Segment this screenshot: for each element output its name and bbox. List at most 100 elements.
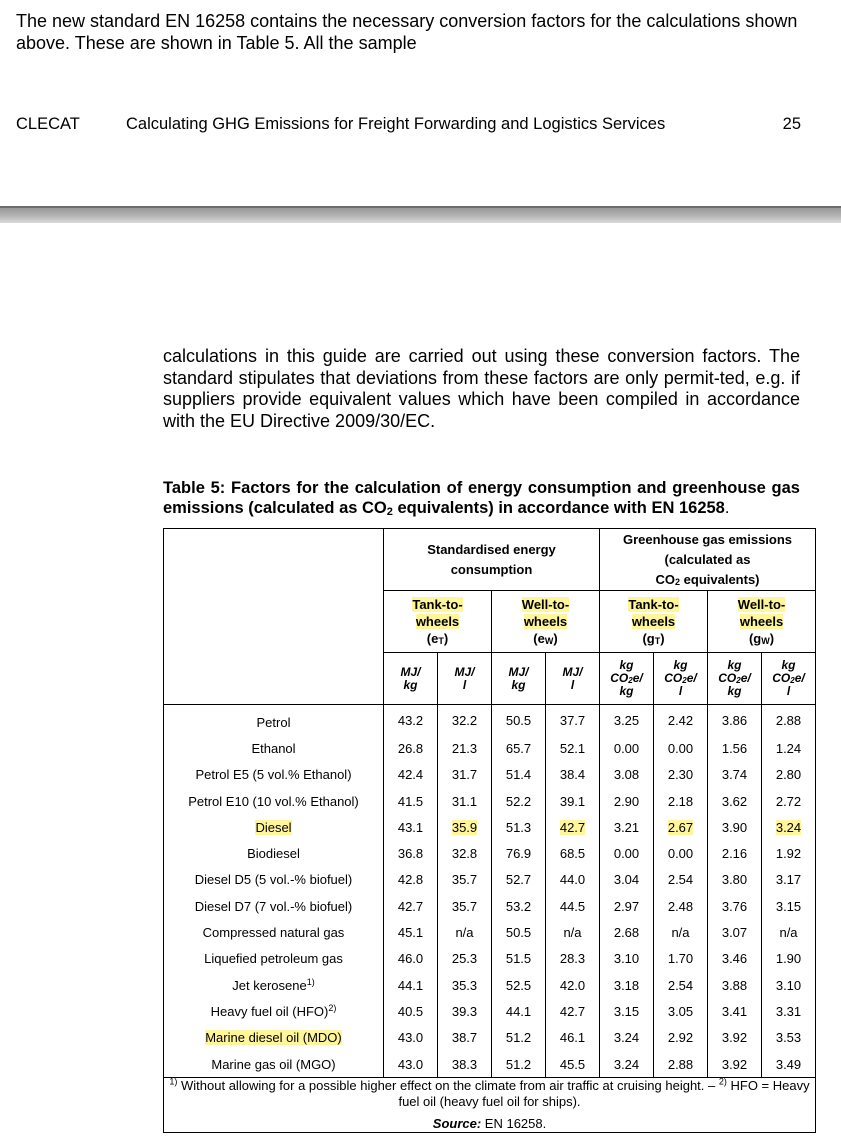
value-cell: 40.5 [383, 998, 438, 1025]
value-cell: 32.2 [437, 704, 492, 736]
subheader-symbol: (gT) [642, 631, 665, 646]
value-cell: 45.1 [383, 919, 438, 946]
value-cell: 44.0 [545, 866, 600, 894]
value-cell: 2.80 [760, 761, 817, 788]
value-cell: 52.7 [491, 866, 546, 894]
value-cell: 38.7 [437, 1024, 492, 1051]
value-cell: 0.00 [653, 840, 708, 867]
subheader-symbol: (gW) [748, 631, 775, 646]
table-row: Jet kerosene1) 44.1 35.3 52.5 42.0 3.18 2.54 3.… [163, 971, 817, 999]
value-cell: 3.05 [653, 998, 708, 1025]
value-cell: 3.24 [599, 1024, 654, 1051]
fuel-name: Petrol E10 (10 vol.% Ethanol) [163, 787, 384, 815]
value-cell: 2.92 [653, 1024, 708, 1051]
value-cell: 3.18 [599, 971, 654, 999]
value-cell: 3.46 [707, 945, 762, 972]
unit-row: MJ/kg MJ/l MJ/kg MJ/l kg CO2e/kg kg CO2e/l kg CO2… [164, 652, 817, 705]
value-cell: 3.53 [760, 1024, 817, 1051]
value-cell: 28.3 [545, 945, 600, 972]
subheader-line1: Tank-to- [412, 597, 463, 612]
value-cell: 3.07 [707, 919, 762, 946]
caption-part1: Table 5: Factors for the calculation of … [163, 479, 800, 517]
table-row: Petrol 43.2 32.2 50.5 37.7 3.25 2.42 3.86 2.88 [163, 704, 817, 736]
value-cell: 3.88 [707, 971, 762, 999]
subheader-line2: wheels [739, 614, 784, 629]
value-cell: 3.15 [760, 893, 817, 920]
value-cell: 52.5 [491, 971, 546, 999]
value-cell: 3.15 [599, 998, 654, 1025]
value-cell: 53.2 [491, 893, 546, 920]
value-cell: 31.1 [437, 787, 492, 815]
body-paragraph: calculations in this guide are carried o… [163, 346, 800, 431]
value-cell: 1.56 [707, 735, 762, 762]
unit-cell: MJ/kg [383, 652, 438, 705]
subheader-line2: wheels [415, 614, 460, 629]
subheader-4: Well-to-wheels (gW) [706, 590, 817, 653]
value-cell: 0.00 [653, 735, 708, 762]
value-cell: 2.97 [599, 893, 654, 920]
caption-part2: equivalents) in accordance with EN 16258 [392, 499, 725, 517]
value-cell: 41.5 [383, 787, 438, 815]
factors-table: Standardised energy consumption Greenhou… [162, 528, 817, 1134]
fuel-name: Marine diesel oil (MDO) [163, 1024, 384, 1051]
value-cell: 2.54 [653, 971, 708, 999]
table-row: Ethanol 26.8 21.3 65.7 52.1 0.00 0.00 1.56 1.24 [163, 735, 817, 762]
value-cell: 3.92 [707, 1024, 762, 1051]
table-row: Compressed natural gas 45.1 n/a 50.5 n/a 2.68… [163, 919, 817, 946]
subheader-line1: Well-to- [521, 597, 570, 612]
value-cell: 38.3 [437, 1050, 492, 1078]
value-cell: 2.88 [653, 1050, 708, 1078]
value-cell: 1.92 [760, 840, 817, 867]
fuel-name: Petrol E5 (5 vol.% Ethanol) [163, 761, 384, 788]
value-cell: 37.7 [545, 704, 600, 736]
table-row: Heavy fuel oil (HFO)2) 40.5 39.3 44.1 42.7 3.… [163, 998, 817, 1025]
table-row: Diesel D7 (7 vol.-% biofuel) 42.7 35.7 53.2… [163, 893, 817, 920]
value-cell: 42.4 [383, 761, 438, 788]
value-cell: 51.5 [491, 945, 546, 972]
subheader-line1: Well-to- [737, 597, 786, 612]
table-row: Marine gas oil (MGO) 43.0 38.3 51.2 45.5 3.24… [163, 1050, 817, 1078]
value-cell: 43.0 [383, 1024, 438, 1051]
fuel-name: Diesel D7 (7 vol.-% biofuel) [163, 893, 384, 920]
value-cell: 46.1 [545, 1024, 600, 1051]
value-cell: 3.80 [707, 866, 762, 894]
value-cell: 43.2 [383, 704, 438, 736]
value-cell: n/a [437, 919, 492, 946]
value-cell: 3.76 [707, 893, 762, 920]
value-cell: 3.90 [707, 814, 762, 841]
value-cell: 3.24 [760, 814, 817, 841]
subheader-2: Well-to-wheels (eW) [491, 590, 600, 653]
subheader-line1: Tank-to- [628, 597, 679, 612]
value-cell: 50.5 [491, 919, 546, 946]
page-number: 25 [782, 115, 801, 133]
value-cell: 35.3 [437, 971, 492, 999]
value-cell: 43.0 [383, 1050, 438, 1078]
value-cell: 2.88 [760, 704, 817, 736]
value-cell: 51.2 [491, 1050, 546, 1078]
value-cell: 38.4 [545, 761, 600, 788]
value-cell: 2.67 [653, 814, 708, 841]
unit-cell: kg CO2e/kg [599, 652, 654, 705]
value-cell: 1.90 [760, 945, 817, 972]
source-text: EN 16258. [481, 1116, 547, 1132]
unit-cell: kg CO2e/l [760, 652, 817, 705]
value-cell: 1.24 [760, 735, 817, 762]
unit-cell: MJ/kg [491, 652, 546, 705]
value-cell: n/a [545, 919, 600, 946]
corner-cell [163, 528, 384, 705]
value-cell: 3.41 [707, 998, 762, 1025]
value-cell: 3.25 [599, 704, 654, 736]
fuel-name: Diesel D5 (5 vol.-% biofuel) [163, 866, 384, 894]
value-cell: 3.17 [760, 866, 817, 894]
subheader-symbol: (eW) [533, 631, 558, 646]
value-cell: 3.08 [599, 761, 654, 788]
header-title: Calculating GHG Emissions for Freight Fo… [126, 115, 666, 133]
value-cell: 42.0 [545, 971, 600, 999]
fuel-name: Liquefied petroleum gas [163, 945, 384, 972]
table-row: Liquefied petroleum gas 46.0 25.3 51.5 28.3 3… [163, 945, 817, 972]
value-cell: 2.68 [599, 919, 654, 946]
value-cell: 3.62 [707, 787, 762, 815]
value-cell: 43.1 [383, 814, 438, 841]
group-header-row: Standardised energy consumption Greenhou… [163, 528, 817, 705]
value-cell: 44.1 [383, 971, 438, 999]
